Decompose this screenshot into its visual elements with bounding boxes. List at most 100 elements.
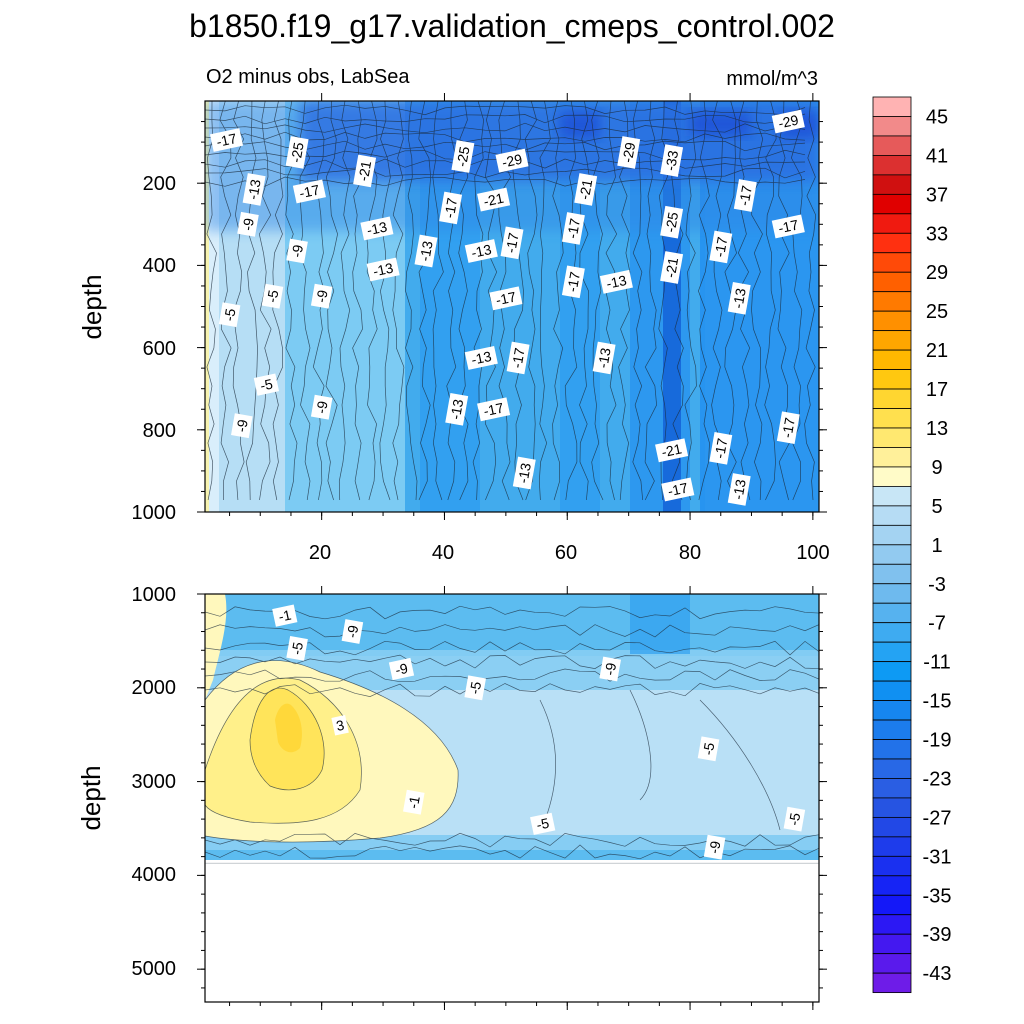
contour-line xyxy=(472,101,484,501)
contour-label-text: -21 xyxy=(355,159,374,182)
colorbar-swatch xyxy=(872,96,912,117)
contour-label-text: -9 xyxy=(313,399,331,414)
contour-line xyxy=(605,101,618,501)
y-tick-4000: 4000 xyxy=(132,864,177,886)
contour-line xyxy=(206,101,217,501)
contour-label-text: -17 xyxy=(779,416,798,439)
contour-label-text: -5 xyxy=(288,641,306,656)
contour-label-text: -13 xyxy=(470,348,493,368)
contour-label: -9 xyxy=(231,413,253,439)
contour-label: -17 xyxy=(709,230,733,264)
contour-label: -17 xyxy=(292,179,326,204)
colorbar-swatch xyxy=(872,933,912,955)
colorbar-tick-label: 33 xyxy=(926,223,948,245)
colorbar-swatch xyxy=(872,524,912,546)
contour-label-text: -13 xyxy=(470,241,493,261)
contour-line xyxy=(539,699,556,821)
contour-label-text: -13 xyxy=(594,346,613,369)
contour-label-text: -17 xyxy=(494,288,517,308)
contour-label: -1 xyxy=(272,604,298,627)
colorbar-swatch xyxy=(872,466,912,487)
colorbar: 45 41 37 33 29 25 21 17 13 9 5 1 -3 -7 -11 -15 -19 -23 -27… xyxy=(872,96,952,994)
contour-label: -13 xyxy=(445,392,469,426)
contour-label: -13 xyxy=(727,281,751,315)
contour-label-text: -17 xyxy=(298,181,321,201)
colorbar-swatch xyxy=(872,447,912,468)
colorbar-tick-label: -43 xyxy=(923,963,952,985)
contour-label-text: -13 xyxy=(365,218,388,238)
contour-label: -17 xyxy=(209,128,244,152)
contour-label: -33 xyxy=(660,144,684,177)
colorbar-tick-label: -3 xyxy=(928,574,946,596)
y-tick-1000: 1000 xyxy=(132,502,177,524)
contour-line xyxy=(205,605,819,620)
contour-label: -25 xyxy=(285,136,309,169)
colorbar-swatch xyxy=(872,583,912,604)
contour-label: -21 xyxy=(353,154,377,188)
contour-line xyxy=(205,122,806,134)
contour-label: -29 xyxy=(617,136,641,169)
contour-label-text: -17 xyxy=(441,196,460,219)
upper-y-axis-label: depth xyxy=(77,274,107,339)
colorbar-swatch xyxy=(872,388,912,409)
contour-label-text: 3 xyxy=(335,717,346,734)
colorbar-swatch xyxy=(872,408,912,429)
contour-line xyxy=(205,624,819,638)
contour-label: -9 xyxy=(341,619,364,644)
contour-line xyxy=(245,101,258,501)
contour-label-text: -9 xyxy=(233,418,251,433)
contour-label: -5 xyxy=(530,812,556,835)
contour-line xyxy=(205,668,819,683)
colorbar-swatch xyxy=(872,155,912,176)
colorbar-swatch xyxy=(872,953,912,974)
colorbar-tick-label: 17 xyxy=(926,379,948,401)
colorbar-swatch xyxy=(872,330,912,351)
contour-label-text: -17 xyxy=(711,235,730,258)
contour-label-text: -17 xyxy=(215,130,238,150)
contour-line xyxy=(205,677,362,824)
contour-label: -17 xyxy=(561,212,585,245)
colorbar-swatch xyxy=(872,719,912,740)
panel-subtitle-units: mmol/m^3 xyxy=(726,68,818,90)
contour-line xyxy=(418,101,432,501)
contour-label: -9 xyxy=(286,238,308,264)
contour-label: -13 xyxy=(414,234,438,268)
colorbar-swatch xyxy=(872,544,912,565)
contour-label-text: -29 xyxy=(777,112,800,132)
contour-label: -13 xyxy=(360,216,394,241)
contour-label-text: -9 xyxy=(601,661,619,676)
colorbar-swatch xyxy=(872,622,912,643)
contour-label-text: -17 xyxy=(666,479,689,499)
y-tick-5000: 5000 xyxy=(132,958,177,980)
colorbar-swatch xyxy=(872,797,912,818)
colorbar-tick-label: -27 xyxy=(923,807,952,829)
contour-label: -13 xyxy=(512,456,536,490)
contour-label-text: -25 xyxy=(662,211,681,234)
colorbar-tick-label: 1 xyxy=(931,535,942,557)
colorbar-tick-label: -19 xyxy=(923,730,952,752)
colorbar-swatch xyxy=(872,310,912,332)
colorbar-tick-label: 21 xyxy=(926,340,948,362)
contour-label: -21 xyxy=(477,187,511,212)
colorbar-swatch xyxy=(872,563,912,585)
contour-label: -5 xyxy=(253,373,280,396)
contour-line xyxy=(299,101,311,501)
contour-label-text: -9 xyxy=(313,288,331,303)
contour-label: 3 xyxy=(331,715,349,736)
colorbar-tick-label: -23 xyxy=(923,768,952,790)
y-tick-800: 800 xyxy=(143,420,176,442)
contour-line xyxy=(538,101,551,501)
contour-label-text: -21 xyxy=(576,178,595,201)
contour-label: -13 xyxy=(592,341,616,375)
colorbar-swatch xyxy=(872,778,912,799)
colorbar-swatch xyxy=(872,174,912,195)
x-tick-100: 100 xyxy=(796,542,829,564)
contour-line xyxy=(205,660,459,843)
contour-label-text: -1 xyxy=(405,794,423,809)
contour-label-text: -33 xyxy=(662,149,681,172)
contour-label: -9 xyxy=(599,656,621,682)
contour-line xyxy=(564,101,578,501)
contour-line xyxy=(325,101,338,501)
contour-line xyxy=(524,101,538,501)
